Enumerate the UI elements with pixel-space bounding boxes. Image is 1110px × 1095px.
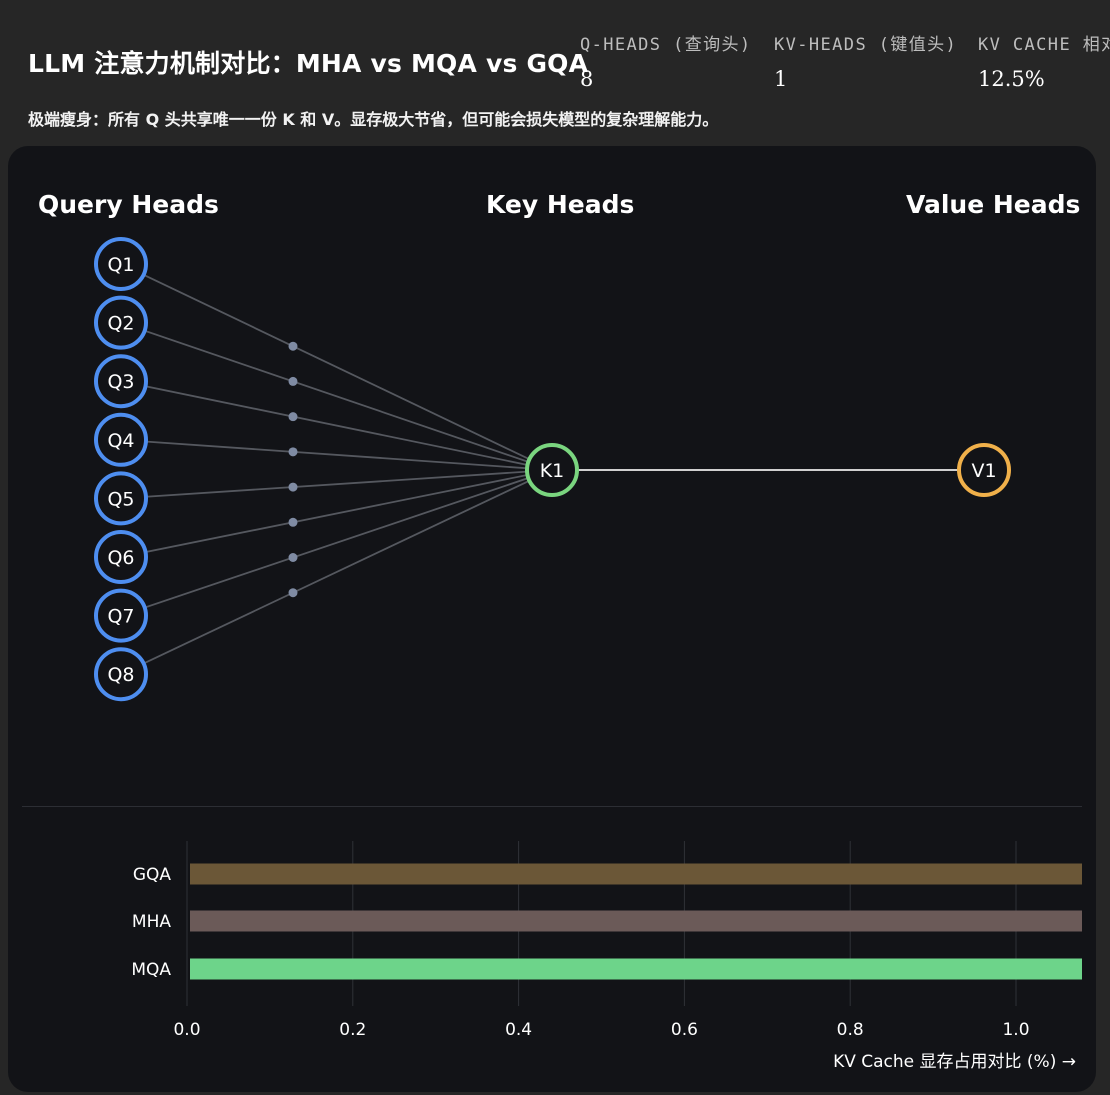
edge-dot-q5 [288, 482, 298, 492]
x-tick-label: 1.0 [1002, 1020, 1029, 1040]
stat-kv-heads-value: 1 [774, 67, 788, 91]
bar-mqa [190, 958, 1082, 980]
query-node-circle [94, 412, 148, 467]
stat-kv-cache: KV CACHE 相对 12.5% [978, 30, 1110, 91]
x-tick-label: 0.4 [505, 1020, 532, 1040]
query-node-circle [94, 354, 148, 409]
query-node-q6: Q6 [94, 530, 148, 584]
query-node-q1: Q1 [94, 237, 148, 291]
edge-dot-q6 [288, 517, 298, 527]
category-label-gqa: GQA [133, 865, 172, 885]
query-node-circle [94, 530, 148, 584]
query-node-label: Q1 [107, 254, 134, 276]
query-node-q5: Q5 [94, 471, 148, 526]
query-node-label: Q6 [107, 547, 134, 569]
edge-q1-k1 [120, 263, 553, 471]
query-node-q7: Q7 [94, 588, 148, 643]
value-node-label: V1 [971, 460, 996, 482]
edge-q8-k1 [120, 469, 553, 676]
query-key-edges [120, 263, 553, 676]
page-subtitle: 极端瘦身：所有 Q 头共享唯一一份 K 和 V。显存极大节省，但可能会损失模型的… [28, 110, 719, 129]
x-tick-label: 0.2 [339, 1020, 366, 1040]
x-axis-label: KV Cache 显存占用对比 (%) → [833, 1052, 1076, 1072]
value-node-v1: V1 [957, 443, 1011, 497]
query-node-label: Q2 [107, 313, 134, 335]
category-label-mqa: MQA [131, 960, 171, 980]
key-node-label: K1 [540, 460, 565, 482]
section-divider [22, 806, 1082, 807]
query-node-q3: Q3 [94, 354, 148, 409]
bar-mha [190, 910, 1082, 932]
stats-bar: Q-HEADS (查询头) 8 KV-HEADS (键值头) 1 KV CACH… [580, 30, 1110, 100]
query-node-circle [94, 588, 148, 643]
query-node-circle [94, 471, 148, 526]
x-tick-label: 0.8 [837, 1020, 864, 1040]
category-label-mha: MHA [132, 912, 171, 932]
query-node-label: Q4 [107, 430, 134, 452]
edge-q4-k1 [120, 438, 553, 471]
query-node-q4: Q4 [94, 412, 148, 467]
stat-kv-cache-label: KV CACHE 相对 [978, 35, 1110, 55]
edge-q5-k1 [120, 469, 553, 500]
edge-dot-q2 [288, 376, 298, 386]
edge-dot-q8 [288, 588, 298, 598]
edge-dot-q4 [288, 447, 298, 457]
query-node-label: Q7 [107, 606, 134, 628]
edge-dot-q7 [288, 552, 298, 562]
query-heads-heading: Query Heads [38, 190, 219, 219]
query-node-circle [94, 237, 148, 291]
query-node-q2: Q2 [94, 295, 148, 350]
stat-kv-heads-label: KV-HEADS (键值头) [774, 35, 958, 55]
stat-q-heads: Q-HEADS (查询头) 8 [580, 30, 752, 91]
edge-dot-q3 [288, 412, 298, 422]
x-tick-label: 0.0 [173, 1020, 200, 1040]
stat-q-heads-label: Q-HEADS (查询头) [580, 35, 752, 55]
edge-q2-k1 [120, 321, 553, 471]
value-node-circle [957, 443, 1011, 497]
x-tick-label: 0.6 [671, 1020, 698, 1040]
stat-kv-heads: KV-HEADS (键值头) 1 [774, 30, 957, 91]
bar-gqa [190, 863, 1082, 885]
query-node-label: Q5 [107, 488, 134, 510]
value-heads-heading: Value Heads [906, 190, 1081, 219]
kv-cache-chart: 0.0 0.2 0.4 0.6 0.8 1.0 GQA MHA MQA KV Cache 显存占用… [131, 841, 1082, 1072]
query-node-circle [94, 647, 148, 702]
visualization-panel: Query Heads Key Heads Value Heads Q1 Q2 Q3… [8, 146, 1096, 1092]
query-node-q8: Q8 [94, 647, 148, 702]
edge-dot-q1 [288, 341, 298, 351]
edge-q3-k1 [120, 380, 553, 471]
stat-kv-cache-value: 12.5% [978, 67, 1045, 91]
stat-q-heads-value: 8 [580, 67, 594, 91]
key-node-k1: K1 [525, 443, 579, 497]
key-heads-heading: Key Heads [486, 190, 635, 219]
edge-q7-k1 [120, 469, 553, 617]
key-node-circle [525, 443, 579, 497]
edge-q6-k1 [120, 469, 553, 558]
attention-diagram: Q1 Q2 Q3 Q4 Q5 Q6 Q7 Q8 K1 V1 [94, 237, 1011, 702]
query-node-label: Q3 [107, 371, 134, 393]
query-node-circle [94, 295, 148, 350]
page-title: LLM 注意力机制对比：MHA vs MQA vs GQA [28, 49, 589, 78]
query-node-label: Q8 [107, 664, 134, 686]
